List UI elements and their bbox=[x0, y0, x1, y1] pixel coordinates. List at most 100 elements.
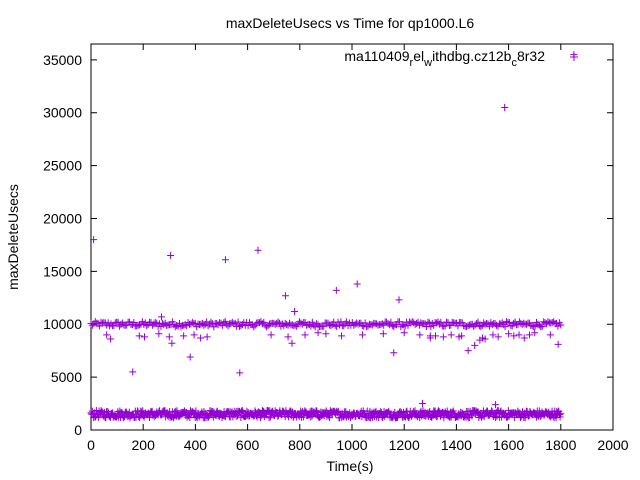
data-point bbox=[411, 407, 419, 415]
data-point bbox=[88, 321, 96, 329]
data-point bbox=[489, 331, 497, 339]
data-point bbox=[384, 320, 392, 328]
data-point bbox=[238, 406, 246, 414]
data-point bbox=[192, 407, 200, 415]
data-point bbox=[525, 331, 533, 339]
data-point bbox=[333, 322, 341, 330]
data-point bbox=[327, 322, 335, 330]
data-point bbox=[325, 412, 333, 420]
data-point bbox=[443, 407, 451, 415]
data-point bbox=[358, 331, 366, 339]
data-point bbox=[400, 329, 408, 337]
data-point bbox=[381, 413, 389, 421]
chart-title: maxDeleteUsecs vs Time for qp1000.L6 bbox=[226, 15, 474, 31]
data-point bbox=[492, 401, 500, 409]
y-tick-label: 10000 bbox=[43, 316, 82, 332]
data-point bbox=[141, 333, 149, 341]
data-point bbox=[151, 318, 159, 326]
data-point bbox=[503, 318, 511, 326]
data-point bbox=[553, 319, 561, 327]
data-point bbox=[521, 414, 529, 422]
data-point bbox=[94, 413, 102, 421]
data-point bbox=[395, 296, 403, 304]
data-point bbox=[464, 347, 472, 355]
data-point bbox=[110, 322, 118, 330]
x-tick-label: 1600 bbox=[493, 437, 524, 453]
data-point bbox=[155, 330, 163, 338]
data-point bbox=[455, 333, 463, 341]
data-point bbox=[200, 408, 208, 416]
data-point bbox=[425, 409, 433, 417]
data-point bbox=[158, 411, 166, 419]
data-point bbox=[523, 320, 531, 328]
data-point bbox=[135, 332, 143, 340]
legend-label: ma110409relwithdbg.cz12bc8r32 bbox=[344, 48, 545, 69]
y-tick-label: 20000 bbox=[43, 210, 82, 226]
data-point bbox=[313, 407, 321, 415]
data-point bbox=[168, 339, 176, 347]
data-point bbox=[236, 369, 244, 377]
data-point bbox=[220, 319, 228, 327]
data-point bbox=[234, 318, 242, 326]
data-points bbox=[87, 51, 578, 422]
data-point bbox=[333, 409, 341, 417]
data-point bbox=[177, 323, 185, 331]
data-point bbox=[210, 323, 218, 331]
y-tick-label: 15000 bbox=[43, 263, 82, 279]
x-tick-label: 1200 bbox=[389, 437, 420, 453]
data-point bbox=[267, 331, 275, 339]
data-point bbox=[332, 286, 340, 294]
y-tick-label: 0 bbox=[74, 422, 82, 438]
data-point bbox=[129, 368, 137, 376]
data-point bbox=[274, 318, 282, 326]
data-point bbox=[157, 322, 165, 330]
x-tick-label: 600 bbox=[236, 437, 260, 453]
data-point bbox=[137, 408, 145, 416]
data-point bbox=[510, 332, 518, 340]
data-point bbox=[497, 320, 505, 328]
data-point bbox=[557, 410, 565, 418]
data-point bbox=[554, 340, 562, 348]
y-tick-label: 5000 bbox=[51, 369, 82, 385]
data-point bbox=[414, 318, 422, 326]
y-tick-label: 30000 bbox=[43, 105, 82, 121]
data-point bbox=[284, 333, 292, 341]
data-point bbox=[148, 321, 156, 329]
data-point bbox=[191, 319, 199, 327]
data-point bbox=[157, 313, 165, 321]
data-point bbox=[281, 292, 289, 300]
legend: ma110409relwithdbg.cz12bc8r32 bbox=[344, 48, 578, 69]
data-point bbox=[390, 349, 398, 357]
data-point bbox=[520, 334, 528, 342]
data-point bbox=[464, 322, 472, 330]
data-point bbox=[320, 322, 328, 330]
x-tick-label: 400 bbox=[184, 437, 208, 453]
data-point bbox=[432, 332, 440, 340]
data-point bbox=[303, 321, 311, 329]
x-tick-label: 1800 bbox=[545, 437, 576, 453]
data-point bbox=[474, 318, 482, 326]
data-point bbox=[528, 322, 536, 330]
data-point bbox=[505, 330, 513, 338]
data-point bbox=[417, 319, 425, 327]
data-point bbox=[531, 322, 539, 330]
x-tick-label: 2000 bbox=[597, 437, 628, 453]
data-point bbox=[481, 335, 489, 343]
data-point bbox=[186, 353, 194, 361]
data-point bbox=[476, 336, 484, 344]
data-point bbox=[307, 322, 315, 330]
data-point bbox=[266, 413, 274, 421]
data-point bbox=[440, 322, 448, 330]
data-point bbox=[254, 246, 262, 254]
legend-marker bbox=[570, 53, 578, 61]
data-point bbox=[401, 322, 409, 330]
data-point bbox=[510, 319, 518, 327]
data-point bbox=[416, 331, 424, 339]
data-point bbox=[204, 322, 212, 330]
data-point bbox=[301, 407, 309, 415]
data-point bbox=[501, 323, 509, 331]
data-point bbox=[353, 280, 361, 288]
data-point bbox=[480, 319, 488, 327]
data-point bbox=[314, 321, 322, 329]
